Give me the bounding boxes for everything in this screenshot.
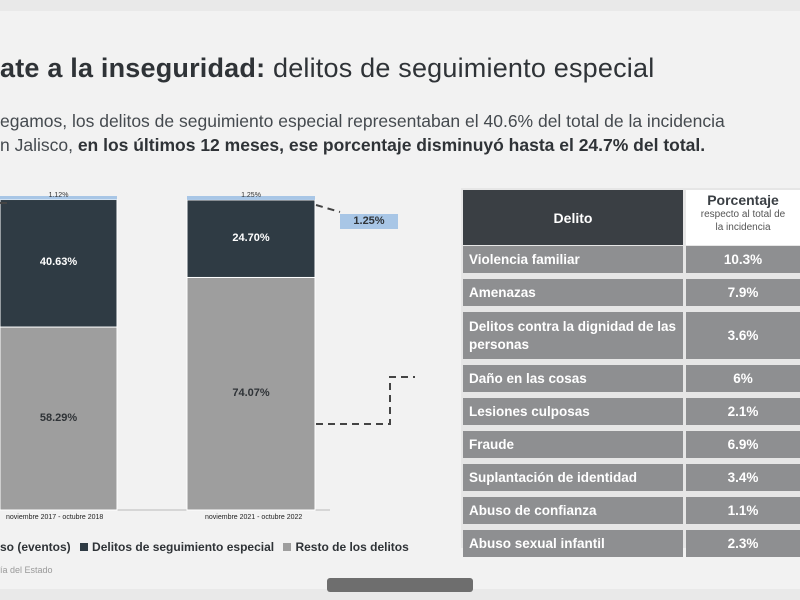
source-note: ía del Estado	[0, 565, 53, 575]
bar-value-label: 24.70%	[232, 231, 270, 244]
cell-porcentaje: 3.6%	[686, 312, 800, 359]
connector-line	[316, 376, 415, 425]
bar-segment	[0, 196, 117, 200]
scrollbar-thumb[interactable]	[327, 578, 473, 592]
bar-segment	[186, 276, 316, 511]
cell-delito: Violencia familiar	[463, 246, 683, 273]
legend-item-resto: Resto de los delitos	[295, 540, 409, 554]
intro-line-1: egamos, los delitos de seguimiento espec…	[0, 111, 725, 131]
cell-delito: Delitos contra la dignidad de las person…	[463, 312, 683, 359]
table-row: Daño en las cosas 6%	[461, 365, 800, 392]
intro-line-2: n Jalisco, en los últimos 12 meses, ese …	[0, 133, 800, 157]
cell-delito: Suplantación de identidad	[463, 464, 683, 491]
title-bold: ate a la inseguridad:	[0, 53, 266, 83]
top-bar	[0, 0, 800, 10]
table-row: Delitos contra la dignidad de las person…	[461, 312, 800, 359]
intro-line-2-bold: en los últimos 12 meses, ese porcentaje …	[77, 135, 706, 155]
chart-svg	[0, 196, 415, 511]
cell-delito: Fraude	[463, 431, 683, 458]
table-row: Lesiones culposas 2.1%	[461, 398, 800, 425]
cell-porcentaje: 7.9%	[686, 279, 800, 306]
x-axis-label: noviembre 2021 - octubre 2022	[205, 514, 303, 521]
bar-segment	[186, 199, 316, 278]
cell-delito: Amenazas	[463, 279, 683, 306]
cell-porcentaje: 6.9%	[686, 431, 800, 458]
bar-segment	[0, 326, 118, 511]
bar-value-label: 74.07%	[232, 386, 270, 399]
table-row: Violencia familiar 10.3%	[461, 246, 800, 273]
intro-line-2-plain: n Jalisco,	[0, 135, 78, 155]
bar-segment	[187, 196, 315, 200]
callout-value: 1.25%	[340, 214, 398, 229]
table-header: Delito Porcentaje respecto al total de l…	[461, 188, 800, 245]
cell-delito: Daño en las cosas	[463, 365, 683, 392]
table-row: Abuso sexual infantil 2.3%	[461, 530, 800, 557]
cell-porcentaje: 2.1%	[686, 398, 800, 425]
header-porcentaje-sub1: respecto al total de	[700, 209, 786, 220]
legend-item-seguimiento: Delitos de seguimiento especial	[92, 540, 275, 554]
delitos-table: Delito Porcentaje respecto al total de l…	[461, 188, 800, 557]
stacked-bar-chart	[0, 185, 415, 525]
cell-porcentaje: 6%	[686, 365, 800, 392]
bar-value-label: 40.63%	[39, 256, 78, 269]
legend-item-otro: so (eventos)	[0, 540, 71, 554]
cell-porcentaje: 1.1%	[686, 497, 800, 524]
bar-value-label: 1.12%	[48, 192, 69, 199]
title-rest: delitos de seguimiento especial	[265, 53, 655, 83]
bar-value-label: 58.29%	[39, 411, 78, 424]
cell-porcentaje: 2.3%	[686, 530, 800, 557]
header-porcentaje-sub2: la incidencia	[715, 222, 771, 233]
table-row: Fraude 6.9%	[461, 431, 800, 458]
legend-swatch-seguimiento	[80, 543, 89, 551]
table-row: Abuso de confianza 1.1%	[461, 497, 800, 524]
header-delito: Delito	[463, 190, 683, 245]
table-row: Amenazas 7.9%	[461, 279, 800, 306]
header-porcentaje: Porcentaje respecto al total de la incid…	[686, 190, 800, 245]
table-row: Suplantación de identidad 3.4%	[461, 464, 800, 491]
cell-porcentaje: 10.3%	[686, 246, 800, 273]
cell-delito: Abuso de confianza	[463, 497, 683, 524]
chart-legend: so (eventos) Delitos de seguimiento espe…	[0, 540, 409, 554]
bar-segment	[0, 199, 118, 328]
bar-value-label: 1.25%	[241, 192, 261, 199]
cell-porcentaje: 3.4%	[686, 464, 800, 491]
legend-swatch-resto	[283, 543, 292, 551]
cell-delito: Lesiones culposas	[463, 398, 683, 425]
intro-text: egamos, los delitos de seguimiento espec…	[0, 109, 800, 157]
cell-delito: Abuso sexual infantil	[463, 530, 683, 557]
x-axis-label: noviembre 2017 - octubre 2018	[6, 514, 104, 521]
page-title: ate a la inseguridad: delitos de seguimi…	[0, 53, 654, 84]
header-porcentaje-main: Porcentaje	[707, 192, 779, 208]
connector-line	[315, 204, 341, 213]
